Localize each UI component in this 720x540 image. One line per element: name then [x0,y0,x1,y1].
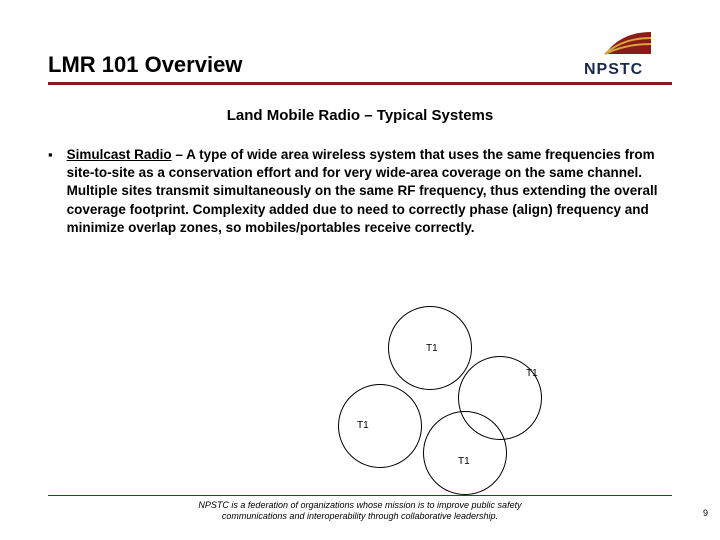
svg-text:NPSTC: NPSTC [584,61,643,78]
footer-line1: NPSTC is a federation of organizations w… [198,500,521,510]
logo-mark-icon [601,28,655,58]
footer: NPSTC is a federation of organizations w… [48,495,672,523]
footer-line2: communications and interoperability thro… [222,511,498,521]
npstc-logo: NPSTC [584,28,672,78]
footer-rule [48,495,672,496]
coverage-circle [423,411,507,495]
circle-label: T1 [458,456,470,467]
circle-label: T1 [426,343,438,354]
slide: LMR 101 Overview NPSTC Land Mobile Radio… [0,0,720,540]
bullet-icon: ▪ [48,146,53,161]
page-title: LMR 101 Overview [48,52,242,78]
body-row: ▪ Simulcast Radio – A type of wide area … [48,146,672,237]
body-text: Simulcast Radio – A type of wide area wi… [67,146,672,237]
body-term: Simulcast Radio [67,147,172,162]
circle-label: T1 [357,420,369,431]
coverage-circle [338,384,422,468]
logo-text-icon: NPSTC [584,60,672,78]
header-rule [48,82,672,85]
footer-text: NPSTC is a federation of organizations w… [48,500,672,523]
circle-label: T1 [526,368,538,379]
header-row: LMR 101 Overview NPSTC [48,28,672,78]
page-number: 9 [703,508,708,518]
subtitle: Land Mobile Radio – Typical Systems [48,107,672,124]
venn-diagram: T1 T1 T1 T1 [300,308,580,488]
